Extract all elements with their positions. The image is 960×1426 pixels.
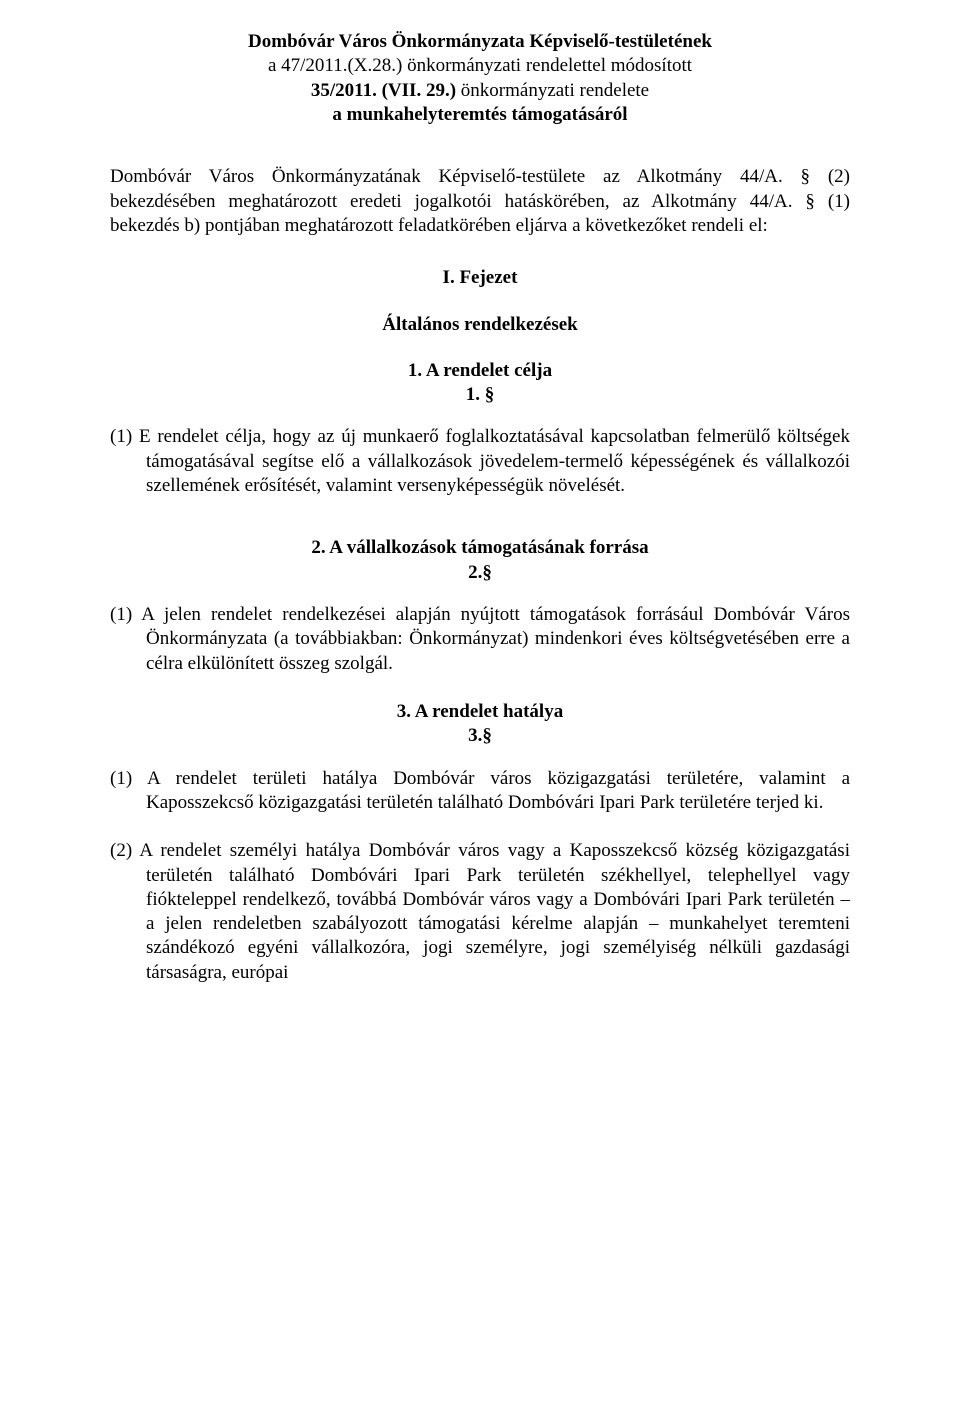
title-line-2: a 47/2011.(X.28.) önkormányzati rendelet… [110,54,850,78]
chapter-1-heading: I. Fejezet [110,266,850,290]
paragraph-1-number: 1. § [110,383,850,407]
paragraph-3-number: 3.§ [110,724,850,748]
subsection-2-heading: 2. A vállalkozások támogatásának forrása [110,536,850,560]
subsection-2-block: 2. A vállalkozások támogatásának forrása… [110,536,850,585]
subsection-3-block: 3. A rendelet hatálya 3.§ [110,700,850,749]
paragraph-3-1: (1) A rendelet területi hatálya Dombóvár… [110,767,850,816]
title-line-3: 35/2011. (VII. 29.) önkormányzati rendel… [110,79,850,103]
subsection-3-heading: 3. A rendelet hatálya [110,700,850,724]
preamble-paragraph: Dombóvár Város Önkormányzatának Képvisel… [110,165,850,238]
subsection-1-block: 1. A rendelet célja 1. § [110,359,850,408]
title-line-4: a munkahelyteremtés támogatásáról [110,103,850,127]
subsection-1-heading: 1. A rendelet célja [110,359,850,383]
document-title-block: Dombóvár Város Önkormányzata Képviselő-t… [110,30,850,127]
paragraph-3-2: (2) A rendelet személyi hatálya Dombóvár… [110,839,850,985]
paragraph-2-number: 2.§ [110,561,850,585]
paragraph-1-1: (1) E rendelet célja, hogy az új munkaer… [110,425,850,498]
title-regulation-number: 35/2011. (VII. 29.) [311,80,456,101]
paragraph-2-1: (1) A jelen rendelet rendelkezései alapj… [110,603,850,676]
section-general-heading: Általános rendelkezések [110,313,850,337]
title-line-1: Dombóvár Város Önkormányzata Képviselő-t… [110,30,850,54]
title-regulation-suffix: önkormányzati rendelete [456,80,649,101]
